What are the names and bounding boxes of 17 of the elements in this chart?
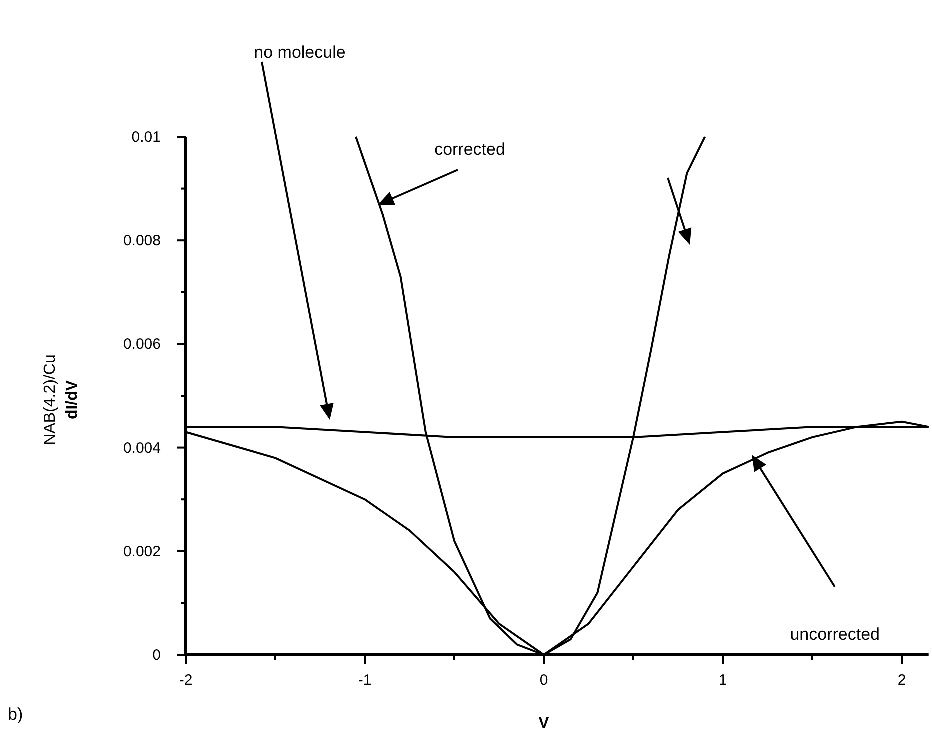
y-tick-label: 0.006: [123, 336, 161, 354]
y-tick-label: 0.01: [132, 129, 161, 146]
annotation: corrected: [434, 140, 506, 159]
annotation: uncorrected: [790, 625, 880, 644]
y-tick-label: 0.004: [123, 440, 161, 457]
text: no molecule: [254, 43, 346, 62]
y-tick-label: 0: [152, 647, 161, 664]
y-tick-label: 0.008: [123, 232, 161, 250]
x-tick-label: 2: [898, 672, 906, 689]
x-tick-label: -2: [179, 672, 193, 689]
x-axis-title: V: [538, 715, 550, 732]
y-axis-title: NAB(4.2)/Cu dI/dV: [42, 354, 81, 446]
y-tick-label: 0.002: [123, 543, 161, 560]
text: b): [8, 705, 24, 724]
x-tick-label: 0: [540, 672, 548, 689]
x-tick-label: -1: [358, 672, 372, 689]
x-tick-label: 1: [718, 672, 728, 689]
